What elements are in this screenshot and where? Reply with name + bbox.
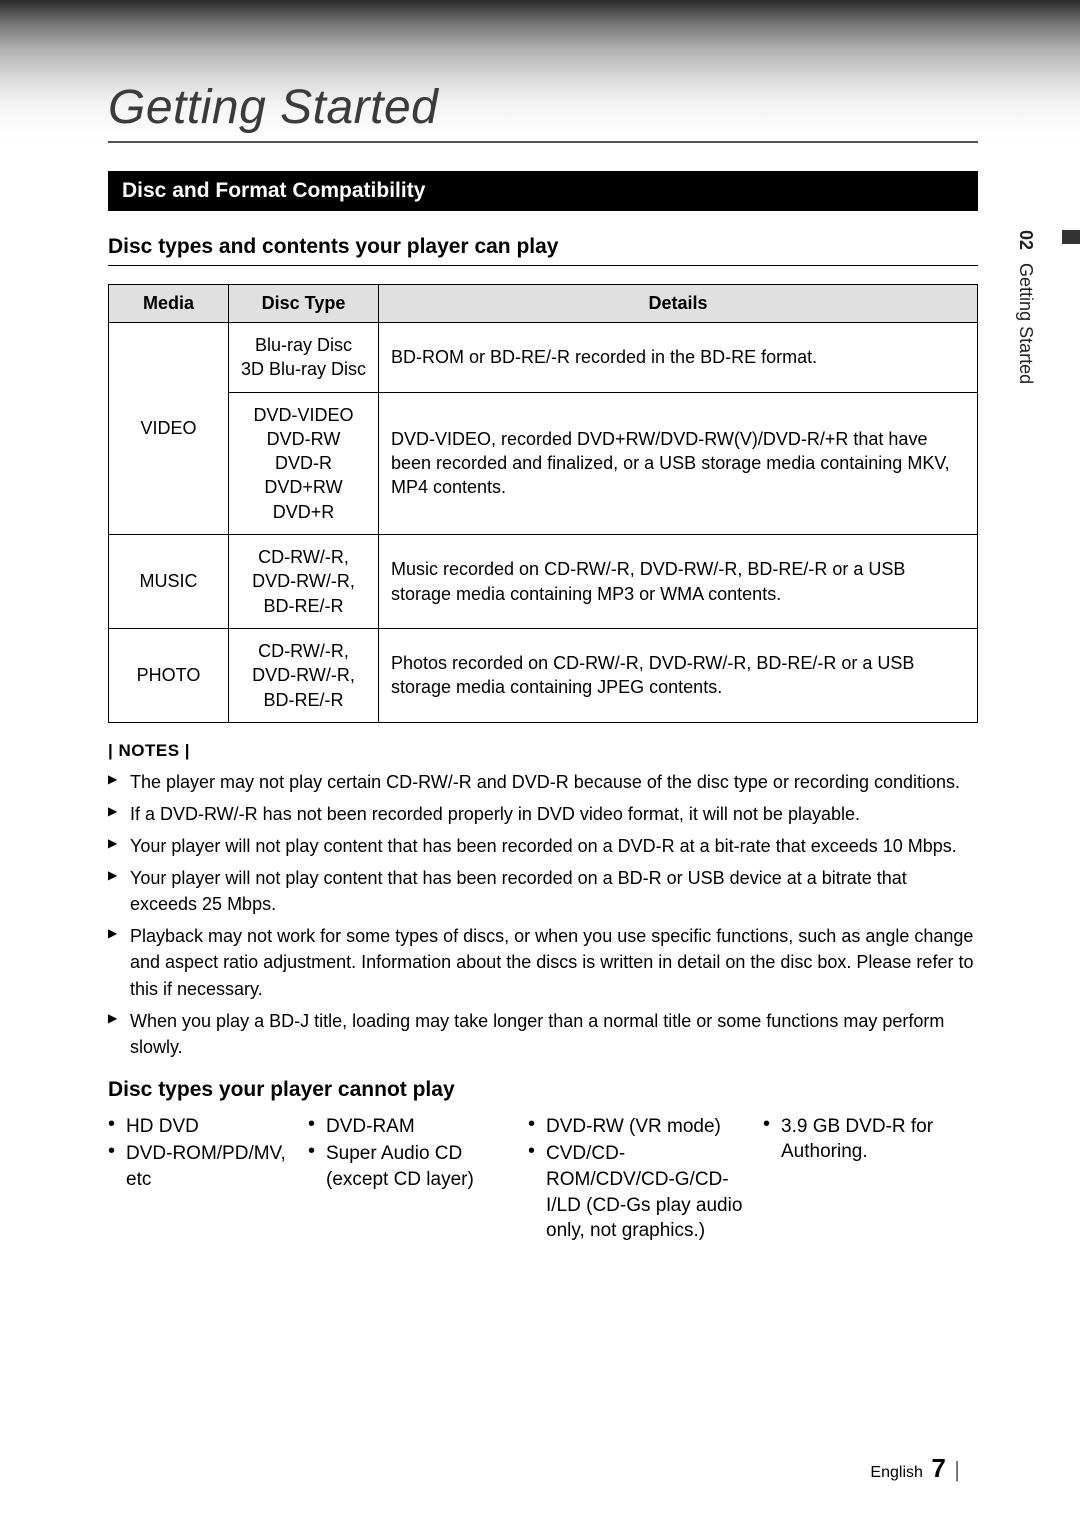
table-disctype-cell: DVD-VIDEODVD-RWDVD-RDVD+RWDVD+R: [229, 392, 379, 534]
cannot-play-item: DVD-RW (VR mode): [528, 1114, 753, 1140]
table-media-cell: PHOTO: [109, 628, 229, 722]
cannot-play-item: CVD/CD-ROM/CDV/CD-G/CD-I/LD (CD-Gs play …: [528, 1141, 753, 1244]
table-media-cell: MUSIC: [109, 535, 229, 629]
section-bar: Disc and Format Compatibility: [108, 171, 978, 211]
subheading-cannot-play: Disc types your player cannot play: [108, 1078, 978, 1102]
side-tab-number: 02: [1016, 230, 1036, 250]
notes-label: | NOTES |: [108, 741, 978, 761]
table-details-cell: Photos recorded on CD-RW/-R, DVD-RW/-R, …: [379, 628, 978, 722]
page-content: Getting Started Disc and Format Compatib…: [108, 80, 978, 1246]
edge-marker: [1062, 230, 1080, 244]
footer-page: 7: [931, 1453, 945, 1483]
table-details-cell: DVD-VIDEO, recorded DVD+RW/DVD-RW(V)/DVD…: [379, 392, 978, 534]
side-tab: 02 Getting Started: [1015, 230, 1036, 384]
th-disctype: Disc Type: [229, 285, 379, 323]
table-disctype-cell: CD-RW/-R,DVD-RW/-R,BD-RE/-R: [229, 535, 379, 629]
th-details: Details: [379, 285, 978, 323]
subheading-can-play: Disc types and contents your player can …: [108, 235, 978, 266]
cannot-play-item: DVD-ROM/PD/MV, etc: [108, 1141, 298, 1192]
table-media-cell: VIDEO: [109, 323, 229, 535]
footer-lang: English: [870, 1464, 922, 1481]
note-item: Playback may not work for some types of …: [108, 923, 978, 1001]
footer-bar: |: [954, 1457, 960, 1482]
cannot-play-column: DVD-RAMSuper Audio CD (except CD layer): [308, 1114, 518, 1246]
th-media: Media: [109, 285, 229, 323]
cannot-play-column: DVD-RW (VR mode)CVD/CD-ROM/CDV/CD-G/CD-I…: [528, 1114, 753, 1246]
note-item: When you play a BD-J title, loading may …: [108, 1008, 978, 1060]
compat-table: Media Disc Type Details VIDEOBlu-ray Dis…: [108, 284, 978, 723]
notes-list: The player may not play certain CD-RW/-R…: [108, 769, 978, 1060]
cannot-play-grid: HD DVDDVD-ROM/PD/MV, etcDVD-RAMSuper Aud…: [108, 1114, 978, 1246]
note-item: Your player will not play content that h…: [108, 833, 978, 859]
table-disctype-cell: Blu-ray Disc3D Blu-ray Disc: [229, 323, 379, 393]
cannot-play-item: DVD-RAM: [308, 1114, 518, 1140]
cannot-play-item: Super Audio CD (except CD layer): [308, 1141, 518, 1192]
chapter-title: Getting Started: [108, 80, 978, 143]
table-details-cell: BD-ROM or BD-RE/-R recorded in the BD-RE…: [379, 323, 978, 393]
side-tab-label: Getting Started: [1016, 263, 1036, 384]
cannot-play-item: 3.9 GB DVD-R for Authoring.: [763, 1114, 963, 1165]
note-item: If a DVD-RW/-R has not been recorded pro…: [108, 801, 978, 827]
cannot-play-column: HD DVDDVD-ROM/PD/MV, etc: [108, 1114, 298, 1246]
note-item: Your player will not play content that h…: [108, 865, 978, 917]
page-footer: English 7 |: [870, 1453, 960, 1484]
table-disctype-cell: CD-RW/-R,DVD-RW/-R,BD-RE/-R: [229, 628, 379, 722]
table-details-cell: Music recorded on CD-RW/-R, DVD-RW/-R, B…: [379, 535, 978, 629]
note-item: The player may not play certain CD-RW/-R…: [108, 769, 978, 795]
cannot-play-item: HD DVD: [108, 1114, 298, 1140]
cannot-play-column: 3.9 GB DVD-R for Authoring.: [763, 1114, 963, 1246]
